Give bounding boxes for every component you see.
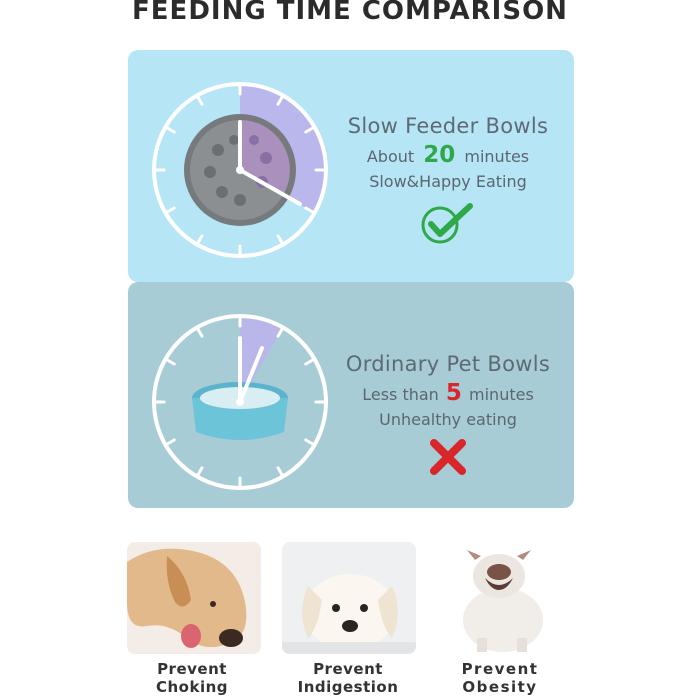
cross-icon: [430, 439, 466, 475]
benefit-line2: Choking: [155, 678, 229, 696]
slow-feeder-clock-illustration: [152, 82, 328, 258]
slow-feeder-title: Slow Feeder Bowls: [347, 114, 549, 138]
ordinary-bowl-panel: Ordinary Pet Bowls Less than 5 minutes U…: [128, 282, 574, 508]
benefit-line2: Indigestion: [297, 678, 399, 696]
slow-feeder-tagline: Slow&Happy Eating: [369, 172, 527, 191]
benefit-caption-obesity: Prevent Obesity: [410, 660, 590, 696]
benefit-caption-choking: Prevent Choking: [102, 660, 282, 696]
duration-suffix: minutes: [464, 147, 530, 166]
benefit-line1: Prevent: [157, 660, 227, 678]
duration-prefix: Less than: [362, 385, 439, 404]
benefit-line1: Prevent: [461, 660, 539, 678]
puppy-photo: [282, 542, 416, 654]
benefit-caption-indigestion: Prevent Indigestion: [258, 660, 438, 696]
slow-feeder-duration: About 20 minutes: [318, 142, 578, 168]
benefit-line2: Obesity: [462, 678, 538, 696]
page-title: FEEDING TIME COMPARISON: [132, 0, 568, 26]
duration-value: 5: [445, 380, 462, 406]
check-icon: [421, 203, 473, 244]
ordinary-bowl-title: Ordinary Pet Bowls: [345, 352, 551, 376]
duration-value: 20: [423, 142, 456, 168]
duration-suffix: minutes: [469, 385, 534, 404]
duration-prefix: About: [366, 147, 415, 166]
dog-eating-photo: [127, 542, 261, 654]
ordinary-bowl-clock-illustration: [152, 314, 328, 490]
ordinary-bowl-info: Ordinary Pet Bowls Less than 5 minutes U…: [318, 352, 578, 475]
slow-feeder-panel: Slow Feeder Bowls About 20 minutes Slow&…: [128, 50, 574, 282]
bulldog-photo: [437, 542, 571, 654]
ordinary-bowl-tagline: Unhealthy eating: [379, 410, 517, 429]
ordinary-bowl-duration: Less than 5 minutes: [318, 380, 578, 406]
slow-feeder-info: Slow Feeder Bowls About 20 minutes Slow&…: [318, 114, 578, 245]
benefit-line1: Prevent: [313, 660, 383, 678]
